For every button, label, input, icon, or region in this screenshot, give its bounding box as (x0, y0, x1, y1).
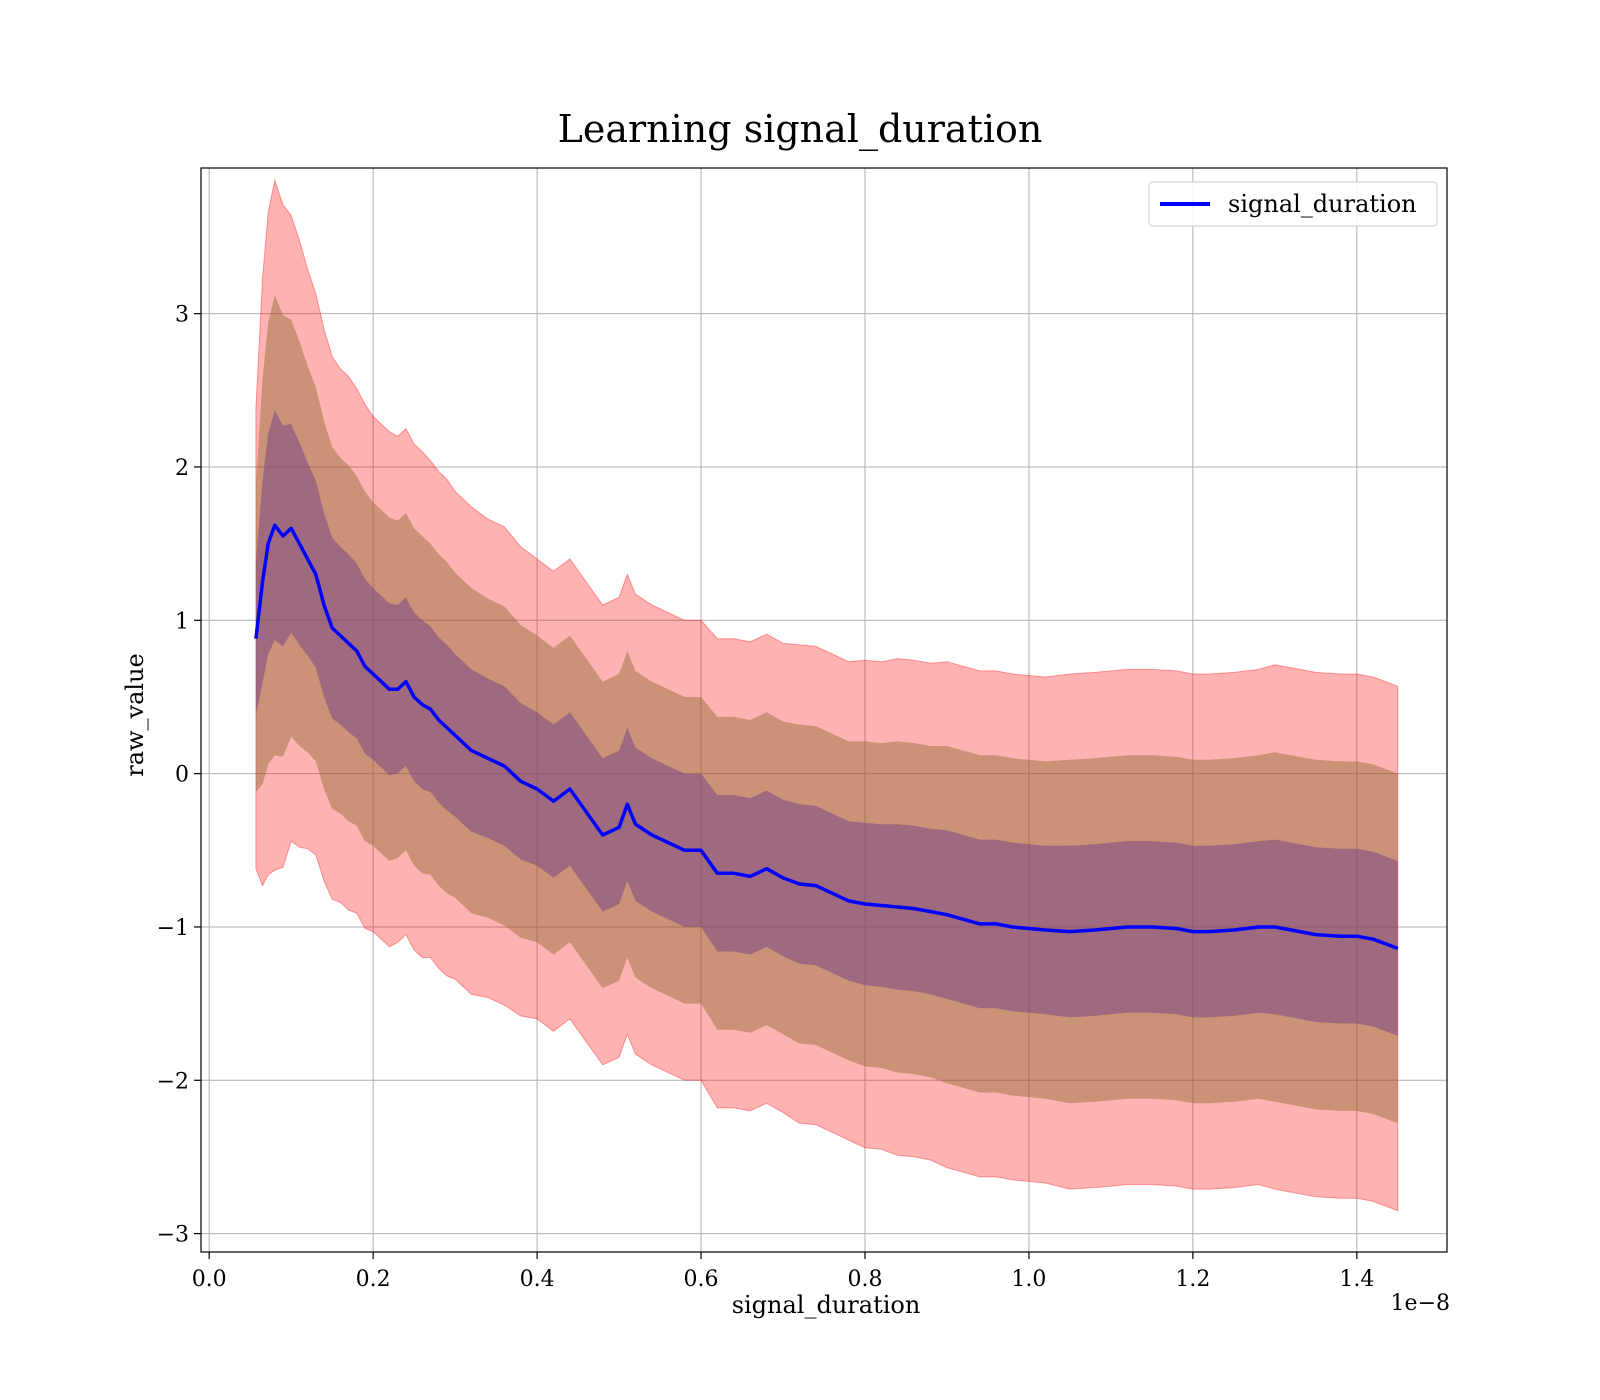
series-line-signal-duration (254, 523, 1399, 951)
x-tick-label: 0.8 (847, 1267, 882, 1292)
y-tick-label: 3 (175, 303, 189, 328)
y-tick-label: −3 (157, 1223, 189, 1248)
y-tick-label: 0 (175, 763, 189, 788)
axes-frame (200, 167, 1448, 1253)
confidence-bands (255, 178, 1399, 1212)
x-tick-label: 0.0 (192, 1267, 227, 1292)
x-tick-label: 0.6 (684, 1267, 719, 1292)
y-tick-label: 2 (175, 456, 189, 481)
series-lines (254, 523, 1399, 951)
y-axis-label: raw_value (121, 653, 149, 777)
x-tick-label: 1.4 (1339, 1267, 1374, 1292)
x-axis-ticks: 0.0 0.2 0.4 0.6 0.8 1.0 1.2 1.4 (192, 1252, 1374, 1292)
x-tick-label: 1.0 (1011, 1267, 1046, 1292)
legend: signal_duration (1148, 181, 1438, 227)
legend-box (1148, 181, 1438, 227)
y-tick-label: −2 (157, 1069, 189, 1094)
x-tick-label: 0.2 (356, 1267, 391, 1292)
chart-title: Learning signal_duration (558, 107, 1043, 152)
band-1-sigma (255, 410, 1398, 1036)
legend-entry-signal-duration: signal_duration (1228, 190, 1417, 218)
grid-lines (201, 168, 1447, 1252)
y-axis-ticks: −3 −2 −1 0 1 2 3 (157, 303, 201, 1248)
x-axis-offset-label: 1e−8 (1391, 1291, 1450, 1316)
x-axis-label: signal_duration (732, 1291, 921, 1319)
x-tick-label: 0.4 (520, 1267, 555, 1292)
y-tick-label: 1 (175, 609, 189, 634)
y-tick-label: −1 (157, 916, 189, 941)
band-3-sigma (255, 178, 1399, 1212)
x-tick-label: 1.2 (1175, 1267, 1210, 1292)
band-2-sigma (255, 295, 1398, 1124)
